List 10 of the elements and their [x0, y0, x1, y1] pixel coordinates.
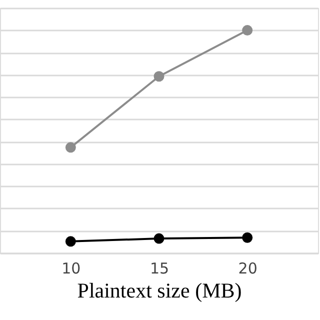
- point: [242, 232, 253, 243]
- x-axis-title: Plaintext size (MB): [77, 278, 242, 302]
- point: [242, 25, 253, 36]
- point: [65, 142, 76, 153]
- x-tick-label: 10: [62, 260, 81, 278]
- x-tick-label: 20: [238, 260, 258, 278]
- point: [154, 233, 164, 244]
- x-tick-label: 15: [150, 260, 170, 278]
- point: [154, 71, 164, 82]
- point: [65, 236, 76, 247]
